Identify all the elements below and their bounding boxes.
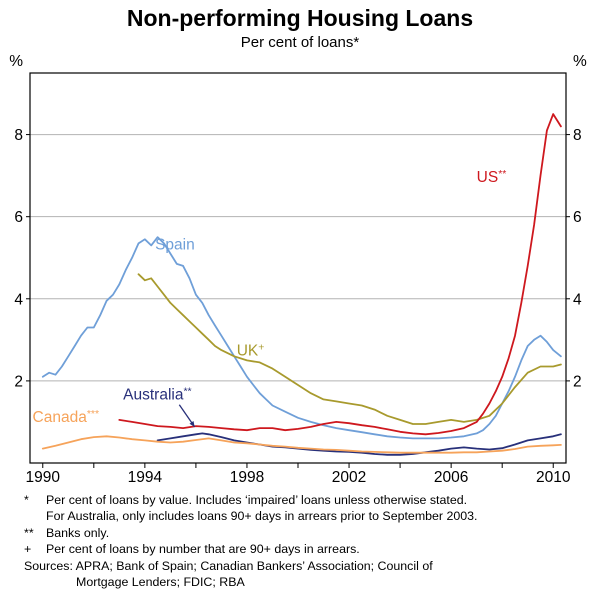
sources-line-1: Sources: APRA; Bank of Spain; Canadian B… bbox=[24, 558, 433, 573]
footnote-1-text-continued: For Australia, only includes loans 90+ d… bbox=[46, 509, 478, 524]
chart-subtitle: Per cent of loans* bbox=[240, 34, 360, 51]
footnote-1-marker: * bbox=[24, 493, 29, 507]
y-axis-unit-right: % bbox=[573, 53, 587, 70]
x-axis-label: 2010 bbox=[536, 469, 571, 486]
series-line-uk bbox=[137, 273, 562, 425]
footnote-2-marker: ** bbox=[24, 525, 34, 540]
y-axis-unit-left: % bbox=[9, 53, 23, 70]
y-axis-label-left: 4 bbox=[14, 291, 23, 308]
y-axis-label-left: 2 bbox=[14, 373, 23, 390]
y-axis-label-right: 4 bbox=[573, 291, 582, 308]
sources-line-2: Mortgage Lenders; FDIC; RBA bbox=[76, 574, 245, 589]
footnote-1: * Per cent of loans by value. Includes ‘… bbox=[24, 492, 590, 525]
series-label-spain: Spain bbox=[155, 237, 195, 254]
y-axis-label-right: 8 bbox=[573, 127, 582, 144]
y-axis-label-left: 6 bbox=[14, 209, 23, 226]
plot-frame bbox=[29, 72, 567, 464]
footnote-2-text: Banks only. bbox=[46, 525, 110, 540]
series-line-spain bbox=[41, 236, 562, 440]
footnote-1-text: Per cent of loans by value. Includes ‘im… bbox=[46, 493, 468, 507]
non-performing-loans-line-chart: 2 2 4 4 6 6 8 8% % 1990 1994 1998 2002 2006 2010 Spain U… bbox=[9, 53, 587, 486]
x-axis-label: 2002 bbox=[332, 469, 366, 486]
x-axis-label: 1998 bbox=[230, 469, 264, 486]
series-line-canada bbox=[41, 435, 562, 454]
footnote-2: ** Banks only. bbox=[24, 525, 590, 541]
footnotes: * Per cent of loans by value. Includes ‘… bbox=[0, 489, 600, 590]
footnote-3-marker: + bbox=[24, 542, 32, 557]
chart-page: Non-performing Housing Loans Per cent of… bbox=[0, 5, 600, 590]
series-label-us: US** bbox=[477, 168, 507, 186]
x-axis-label: 2006 bbox=[434, 469, 468, 486]
series-line-australia bbox=[156, 432, 562, 456]
series-label-australia: Australia** bbox=[123, 385, 191, 403]
x-axis-label: 1990 bbox=[26, 469, 61, 486]
sources: Sources: APRA; Bank of Spain; Canadian B… bbox=[24, 558, 590, 591]
y-axis-label-left: 8 bbox=[14, 127, 23, 144]
y-axis-label-right: 6 bbox=[573, 209, 582, 226]
footnote-3: + Per cent of loans by number that are 9… bbox=[24, 541, 590, 557]
annotation-arrowhead bbox=[189, 421, 195, 427]
y-axis-label-right: 2 bbox=[573, 373, 582, 390]
series-label-uk: UK+ bbox=[237, 341, 265, 359]
series-line-us bbox=[118, 113, 562, 436]
x-axis-label: 1994 bbox=[128, 469, 163, 486]
footnote-3-text: Per cent of loans by number that are 90+… bbox=[46, 542, 360, 557]
chart-title: Non-performing Housing Loans bbox=[126, 5, 474, 31]
series-label-canada: Canada*** bbox=[33, 408, 100, 426]
